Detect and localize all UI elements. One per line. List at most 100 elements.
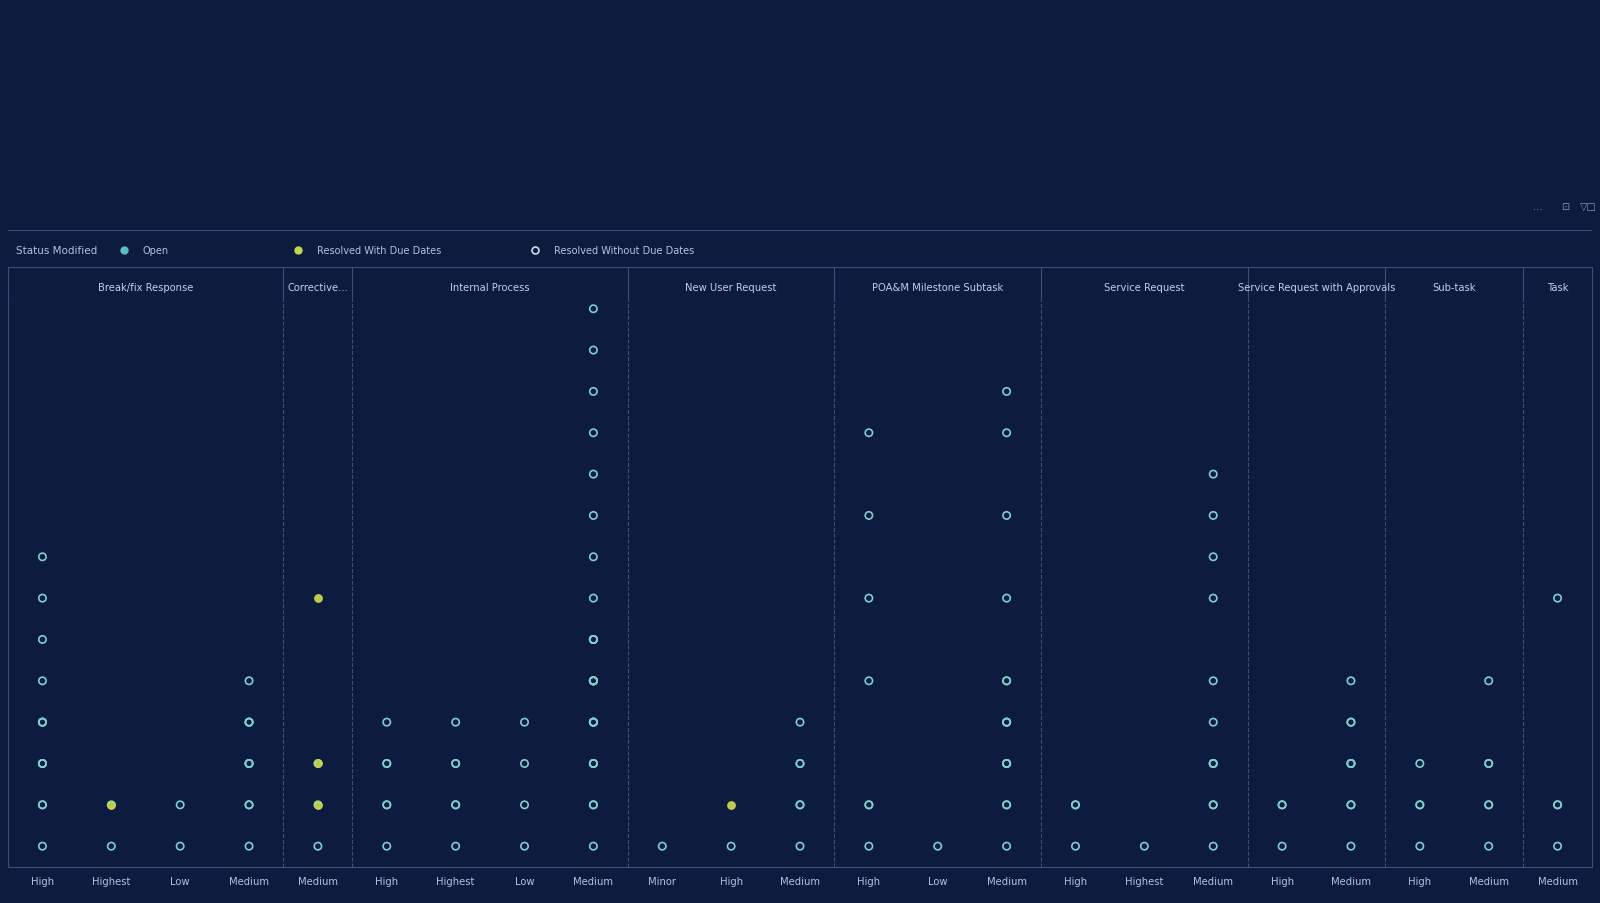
Text: Corrective...: Corrective...: [288, 284, 349, 293]
Point: [306, 797, 331, 812]
Point: [374, 797, 400, 812]
Text: Medium: Medium: [779, 876, 819, 887]
Text: Resolved Without Due Dates: Resolved Without Due Dates: [555, 247, 694, 256]
Point: [1200, 757, 1226, 771]
Point: [443, 839, 469, 853]
Point: [374, 757, 400, 771]
Point: [581, 674, 606, 688]
Text: Medium: Medium: [1469, 876, 1509, 887]
Point: [581, 261, 606, 275]
Point: [787, 839, 813, 853]
Text: Highest: Highest: [1125, 876, 1163, 887]
Point: [1475, 757, 1501, 771]
Point: [374, 757, 400, 771]
Point: [306, 839, 331, 853]
Text: Low: Low: [171, 876, 190, 887]
Point: [994, 426, 1019, 441]
Point: [1338, 757, 1363, 771]
Point: [1406, 797, 1432, 812]
Point: [994, 757, 1019, 771]
Point: [374, 839, 400, 853]
Point: [581, 757, 606, 771]
Point: [1200, 468, 1226, 482]
Point: [443, 757, 469, 771]
Point: [787, 757, 813, 771]
Point: [237, 674, 262, 688]
Point: [1269, 797, 1294, 812]
Point: [581, 715, 606, 730]
Point: [925, 839, 950, 853]
Point: [581, 715, 606, 730]
Text: High: High: [1064, 876, 1086, 887]
Text: Low: Low: [928, 876, 947, 887]
Point: [994, 797, 1019, 812]
Point: [99, 797, 125, 812]
Point: [1338, 715, 1363, 730]
Point: [581, 303, 606, 317]
Point: [1406, 757, 1432, 771]
Point: [237, 757, 262, 771]
Text: Highest: Highest: [93, 876, 131, 887]
Point: [581, 550, 606, 564]
Point: [856, 797, 882, 812]
Text: ▽□: ▽□: [1581, 202, 1597, 212]
Text: Resolved With Due Dates: Resolved With Due Dates: [317, 247, 442, 256]
Point: [1200, 674, 1226, 688]
Point: [1062, 797, 1088, 812]
Text: High: High: [720, 876, 742, 887]
Point: [787, 757, 813, 771]
Point: [237, 757, 262, 771]
Text: High: High: [30, 876, 54, 887]
Point: [237, 757, 262, 771]
Text: Low: Low: [515, 876, 534, 887]
Text: High: High: [1408, 876, 1432, 887]
Point: [237, 797, 262, 812]
Point: [30, 715, 56, 730]
Point: [581, 674, 606, 688]
Point: [787, 715, 813, 730]
Text: ⊡: ⊡: [1562, 202, 1570, 212]
Point: [581, 591, 606, 606]
Point: [512, 839, 538, 853]
Text: Sub-task: Sub-task: [1432, 284, 1477, 293]
Point: [1475, 797, 1501, 812]
Text: Medium: Medium: [1194, 876, 1234, 887]
Text: High: High: [1270, 876, 1294, 887]
Point: [581, 715, 606, 730]
Point: [1338, 715, 1363, 730]
Point: [994, 839, 1019, 853]
Point: [581, 508, 606, 523]
Point: [1200, 715, 1226, 730]
Point: [581, 426, 606, 441]
Point: [994, 591, 1019, 606]
Point: [581, 632, 606, 647]
Text: Service Request with Approvals: Service Request with Approvals: [1238, 284, 1395, 293]
Point: [787, 797, 813, 812]
Text: Medium: Medium: [298, 876, 338, 887]
Point: [30, 839, 56, 853]
Text: Break/fix Response: Break/fix Response: [98, 284, 194, 293]
Point: [650, 839, 675, 853]
Text: Service Request: Service Request: [1104, 284, 1184, 293]
Point: [30, 757, 56, 771]
Point: [1338, 797, 1363, 812]
Point: [237, 797, 262, 812]
Point: [1406, 839, 1432, 853]
Text: Status Modified: Status Modified: [16, 247, 98, 256]
Point: [30, 797, 56, 812]
Point: [581, 632, 606, 647]
Text: POA&M Milestone Subtask: POA&M Milestone Subtask: [872, 284, 1003, 293]
Point: [581, 757, 606, 771]
Point: [1062, 797, 1088, 812]
Text: Task: Task: [1547, 284, 1568, 293]
Point: [168, 797, 194, 812]
Point: [581, 343, 606, 358]
Text: Internal Process: Internal Process: [450, 284, 530, 293]
Point: [994, 508, 1019, 523]
Point: [443, 715, 469, 730]
Point: [1269, 797, 1294, 812]
Point: [237, 715, 262, 730]
Text: High: High: [858, 876, 880, 887]
Point: [1200, 839, 1226, 853]
Point: [512, 757, 538, 771]
